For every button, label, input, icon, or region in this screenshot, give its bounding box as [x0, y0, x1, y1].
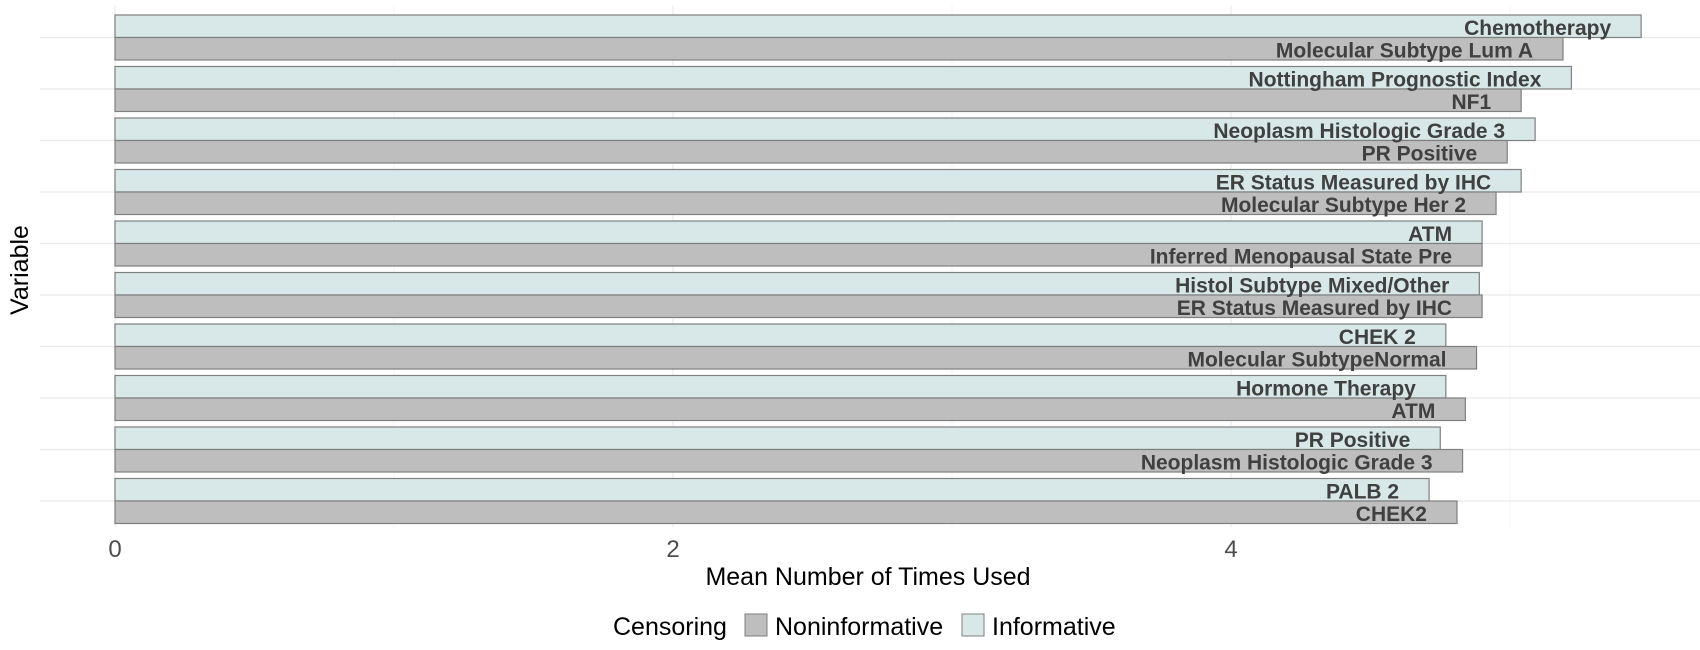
bar-label: ATM	[1408, 223, 1452, 246]
x-axis-ticks: 0 2 4	[108, 536, 1237, 563]
bar-noninformative	[114, 36, 1564, 61]
bar-informative	[114, 426, 1441, 451]
y-axis-title: Variable	[6, 225, 34, 315]
bar-label: Nottingham Prognostic Index	[1249, 69, 1542, 92]
bar-noninformative	[114, 242, 1483, 267]
bar-informative	[114, 323, 1447, 348]
bar-label: Inferred Menopausal State Pre	[1150, 246, 1452, 269]
bar-noninformative	[114, 500, 1458, 525]
bar-informative	[114, 14, 1642, 39]
legend-label-noninformative: Noninformative	[775, 613, 943, 641]
bar-label: Histol Subtype Mixed/Other	[1175, 275, 1449, 298]
bar-noninformative	[114, 345, 1478, 370]
bar-noninformative	[114, 88, 1522, 113]
bar-label: CHEK2	[1356, 503, 1427, 526]
bar-label: Neoplasm Histologic Grade 3	[1141, 452, 1433, 475]
bar-label: ER Status Measured by IHC	[1177, 297, 1452, 320]
bar-label: PALB 2	[1326, 481, 1399, 504]
legend-key-informative	[961, 613, 985, 637]
legend-key-noninformative	[744, 613, 768, 637]
bar-label: Molecular Subtype Lum A	[1276, 40, 1533, 63]
bar-label: ATM	[1391, 400, 1435, 423]
bar-informative	[114, 477, 1430, 502]
bar-label: Molecular SubtypeNormal	[1187, 349, 1446, 372]
legend: Censoring Noninformative Informative	[613, 613, 1116, 641]
bar-label: Hormone Therapy	[1236, 378, 1416, 401]
bar-label: NF1	[1451, 91, 1491, 114]
bar-noninformative	[114, 448, 1464, 473]
bar-label: Neoplasm Histologic Grade 3	[1213, 120, 1505, 143]
bar-label: Molecular Subtype Her 2	[1221, 194, 1466, 217]
x-tick-label: 0	[108, 536, 121, 563]
bar-noninformative	[114, 294, 1483, 319]
bar-label: CHEK 2	[1339, 326, 1416, 349]
x-axis-title: Mean Number of Times Used	[705, 563, 1030, 591]
bar-label: PR Positive	[1362, 143, 1478, 166]
legend-title: Censoring	[613, 613, 727, 641]
bar-noninformative	[114, 191, 1497, 216]
bar-noninformative	[114, 397, 1466, 422]
bars	[114, 14, 1642, 525]
bar-label: ER Status Measured by IHC	[1216, 172, 1491, 195]
bar-label: PR Positive	[1295, 429, 1411, 452]
legend-label-informative: Informative	[992, 613, 1116, 641]
bar-label: Chemotherapy	[1464, 17, 1611, 40]
bar-informative	[114, 220, 1483, 245]
x-tick-label: 4	[1224, 536, 1237, 563]
bar-noninformative	[114, 139, 1508, 164]
x-tick-label: 2	[666, 536, 679, 563]
